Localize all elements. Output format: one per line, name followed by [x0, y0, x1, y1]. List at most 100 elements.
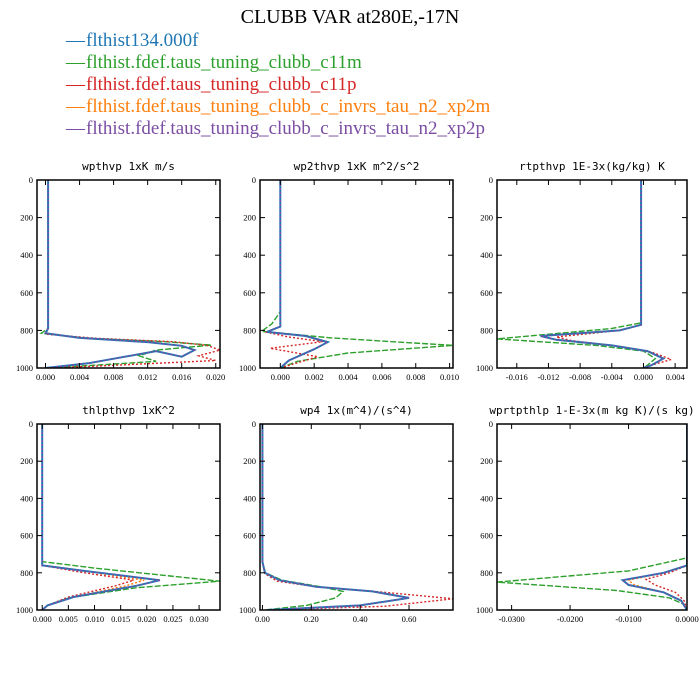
series-line [260, 180, 453, 368]
legend: —flthist134.000f —flthist.fdef.taus_tuni… [66, 30, 490, 140]
y-tick-label: 600 [20, 531, 33, 541]
y-tick-label: 1000 [476, 363, 493, 373]
y-tick-label: 1000 [239, 363, 256, 373]
series-line [41, 424, 161, 610]
x-tick-label: -0.008 [569, 372, 591, 382]
x-tick-label: 0.000 [33, 614, 52, 624]
legend-item: —flthist.fdef.taus_tuning_clubb_c_invrs_… [66, 118, 490, 140]
plot-frame [259, 179, 454, 369]
x-tick-label: 0.010 [85, 614, 104, 624]
series-line [621, 424, 687, 610]
figure-title: CLUBB VAR at280E,-17N [240, 6, 460, 28]
x-tick-label: 0.40 [353, 614, 368, 624]
y-tick-label: 200 [20, 213, 33, 223]
series-line [626, 424, 687, 610]
x-tick-label: 0.000 [271, 372, 290, 382]
x-tick-label: 0.004 [70, 372, 90, 382]
panel-title: wpthvp 1xK m/s [82, 160, 175, 173]
y-tick-label: 800 [20, 325, 33, 335]
y-tick-label: 600 [480, 288, 493, 298]
y-tick-label: 600 [243, 288, 256, 298]
series-group [261, 424, 453, 610]
series-line [41, 424, 134, 610]
y-tick-label: 800 [243, 325, 256, 335]
panel-title: thlpthvp 1xK^2 [82, 404, 175, 417]
panel-title: wp4 1x(m^4)/(s^4) [300, 404, 413, 417]
series-line [620, 424, 687, 610]
legend-item: —flthist.fdef.taus_tuning_clubb_c11m [66, 52, 490, 74]
series-group [497, 180, 674, 368]
chart-panel: wp2thvp 1xK m^2/s^2 0 200 400 600 800 1000 0.00… [239, 160, 459, 382]
x-tick-label: 0.004 [666, 372, 686, 382]
y-tick-label: 0 [29, 175, 33, 185]
y-tick-label: 200 [480, 213, 493, 223]
legend-item: —flthist134.000f [66, 30, 490, 52]
series-line [264, 180, 323, 368]
y-tick-label: 200 [480, 456, 493, 466]
y-tick-label: 400 [243, 493, 256, 503]
y-tick-label: 1000 [239, 605, 256, 615]
series-line [261, 424, 410, 610]
x-tick-label: 0.010 [440, 372, 459, 382]
series-group [260, 180, 453, 368]
y-tick-label: 400 [20, 493, 33, 503]
x-tick-label: 0.002 [305, 372, 324, 382]
y-tick-label: 400 [20, 250, 33, 260]
plot-frame [36, 179, 221, 369]
x-tick-label: -0.016 [506, 372, 528, 382]
y-tick-label: 200 [243, 456, 256, 466]
y-tick-label: 600 [243, 531, 256, 541]
x-tick-label: 0.000 [634, 372, 653, 382]
x-tick-label: 0.025 [163, 614, 182, 624]
x-tick-label: 0.008 [104, 372, 123, 382]
series-line [644, 424, 687, 610]
series-line [556, 180, 674, 368]
x-tick-label: 0.030 [190, 614, 209, 624]
y-tick-label: 400 [480, 493, 493, 503]
legend-label: flthist.fdef.taus_tuning_clubb_c11p [86, 74, 357, 95]
legend-item: —flthist.fdef.taus_tuning_clubb_c11p [66, 74, 490, 96]
panel-title: wp2thvp 1xK m^2/s^2 [294, 160, 420, 173]
x-tick-label: 0.000 [36, 372, 55, 382]
series-line [261, 424, 410, 610]
y-tick-label: 200 [20, 456, 33, 466]
y-tick-label: 800 [243, 568, 256, 578]
x-tick-label: 0.020 [137, 614, 156, 624]
y-tick-label: 800 [480, 568, 493, 578]
legend-label: flthist.fdef.taus_tuning_clubb_c_invrs_t… [86, 96, 491, 117]
plot-frame [36, 423, 221, 611]
series-line [261, 424, 410, 610]
x-tick-label: 0.60 [402, 614, 417, 624]
x-tick-label: 0.004 [338, 372, 358, 382]
chart-panel: rtpthvp 1E-3x(kg/kg) K 0 200 400 600 800 1000 -… [476, 160, 688, 382]
y-tick-label: 1000 [476, 605, 493, 615]
x-tick-label: 0.005 [59, 614, 78, 624]
x-tick-label: 0.008 [406, 372, 425, 382]
x-tick-label: 0.20 [304, 614, 319, 624]
y-tick-label: 400 [480, 250, 493, 260]
panel-title: wprtpthlp 1-E-3x(m kg K)/(s kg) [489, 404, 694, 417]
x-tick-label: 0.012 [138, 372, 157, 382]
y-tick-label: 0 [29, 419, 33, 429]
x-tick-label: -0.0200 [557, 614, 583, 624]
x-tick-label: 0.015 [111, 614, 130, 624]
series-line [497, 424, 687, 610]
y-tick-label: 0 [252, 419, 256, 429]
x-tick-label: -0.012 [537, 372, 559, 382]
legend-label: flthist134.000f [86, 30, 199, 51]
series-group [39, 180, 220, 368]
x-tick-label: -0.0100 [615, 614, 641, 624]
x-tick-label: -0.004 [601, 372, 624, 382]
plot-frame [259, 423, 454, 611]
legend-item: —flthist.fdef.taus_tuning_clubb_c_invrs_… [66, 96, 490, 118]
y-tick-label: 0 [252, 175, 256, 185]
y-tick-label: 1000 [16, 605, 33, 615]
y-tick-label: 600 [20, 288, 33, 298]
x-tick-label: 0.00 [255, 614, 270, 624]
plot-frame [496, 179, 688, 369]
y-tick-label: 0 [489, 175, 493, 185]
series-line [41, 424, 145, 610]
